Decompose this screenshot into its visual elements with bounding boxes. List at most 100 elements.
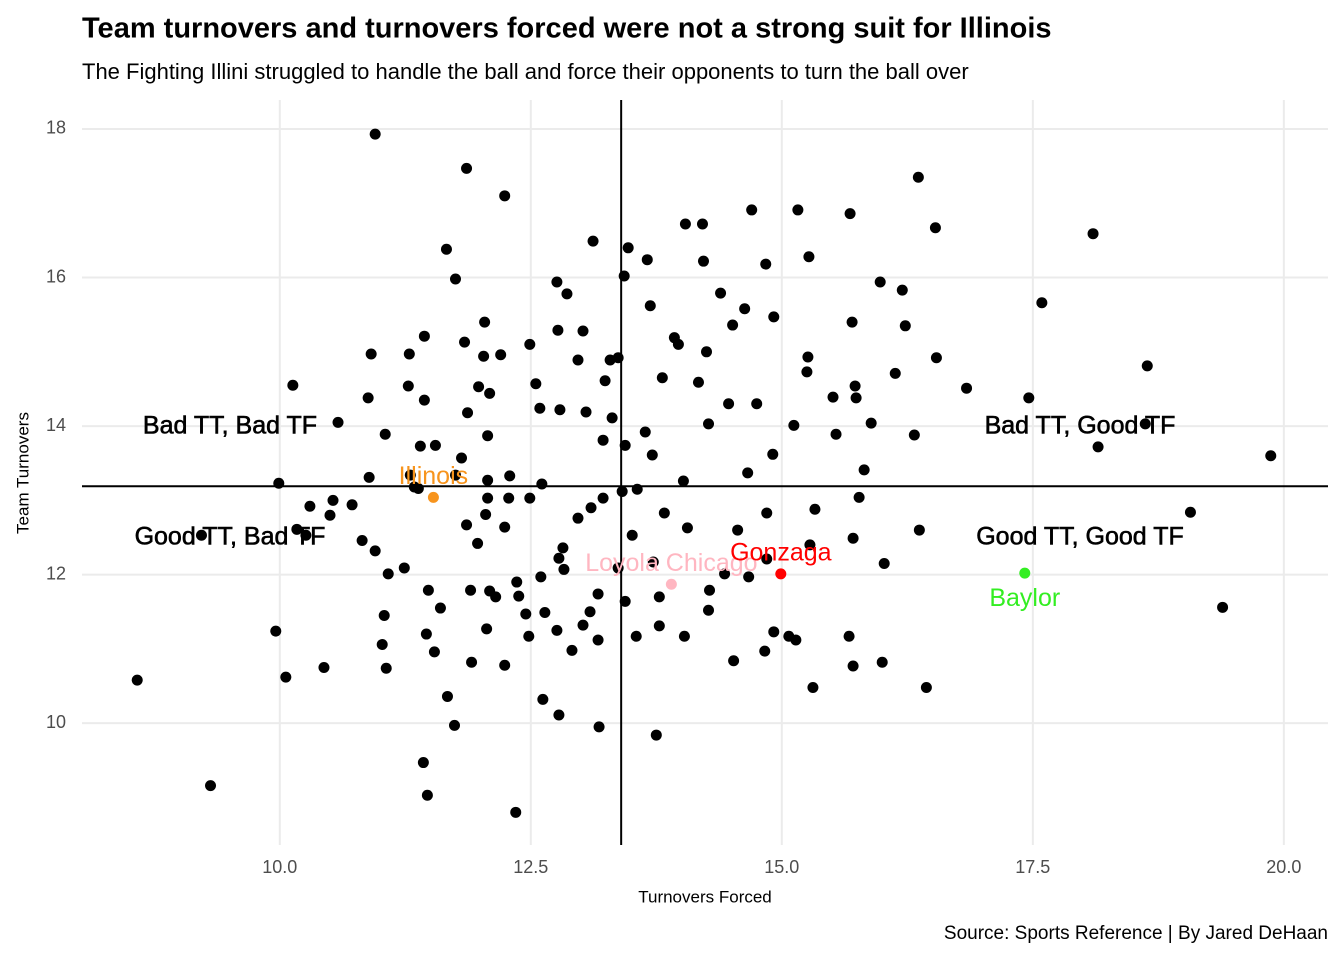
point [558,563,570,575]
point [530,378,542,390]
point [408,481,420,493]
point [414,440,426,452]
point [767,448,779,460]
point [830,428,842,440]
point [356,534,368,546]
point [465,584,477,596]
point [1023,392,1035,404]
point [369,545,381,557]
point [490,591,502,603]
point [378,609,390,621]
point [858,464,870,476]
point [369,128,381,140]
point [703,418,715,430]
point [849,380,861,392]
point [504,470,516,482]
point [930,352,942,364]
point [379,428,391,440]
x-tick-label: 20.0 [1266,857,1301,877]
point [850,392,862,404]
point [929,222,941,234]
point [584,606,596,618]
point [622,242,634,254]
point [792,204,804,216]
x-tick-label: 10.0 [262,857,297,877]
point [751,398,763,410]
chart-subtitle: The Fighting Illini struggled to handle … [82,59,969,84]
point-label: Gonzaga [730,538,832,566]
point [537,693,549,705]
point [376,638,388,650]
point [404,469,416,481]
point [280,671,292,683]
point [874,276,886,288]
point [300,529,312,541]
point [482,492,494,504]
point [1092,441,1104,453]
point [846,316,858,328]
point [760,258,772,270]
point [672,338,684,350]
point [761,553,773,565]
point [524,492,536,504]
point [449,469,461,481]
point [704,584,716,596]
point [692,376,704,388]
point [783,630,795,642]
point [606,412,618,424]
point [417,757,429,769]
point [554,404,566,416]
point [422,584,434,596]
point [630,630,642,642]
point [478,350,490,362]
point [592,588,604,600]
point [809,503,821,515]
point [420,628,432,640]
point [631,483,643,495]
point [324,509,336,521]
point [807,682,819,694]
point [332,416,344,428]
point [428,646,440,658]
point [472,537,484,549]
point [205,780,217,792]
point [876,656,888,668]
point [523,630,535,642]
point [195,529,207,541]
point [513,590,525,602]
point [827,391,839,403]
point [653,591,665,603]
point [427,491,439,503]
point [847,660,859,672]
point [577,619,589,631]
point [804,539,816,551]
x-tick-label: 12.5 [513,857,548,877]
point [503,492,515,504]
point [462,407,474,419]
point [577,325,589,337]
point [287,379,299,391]
point [291,523,303,535]
point [461,519,473,531]
point [801,366,813,378]
point [913,524,925,536]
point [557,542,569,554]
y-axis-label: Team Turnovers [13,412,32,534]
x-axis-label: Turnovers Forced [638,887,772,906]
point [1141,360,1153,372]
point [418,394,430,406]
point [703,604,715,616]
point [759,645,771,657]
point [561,288,573,300]
point [612,352,624,364]
point [653,620,665,632]
quadrant-label: Bad TT, Bad TF [143,412,317,440]
point [566,644,578,656]
point [131,674,143,686]
point [459,336,471,348]
point [421,789,433,801]
point [363,471,375,483]
point [484,387,496,399]
point [843,630,855,642]
point [448,719,460,731]
